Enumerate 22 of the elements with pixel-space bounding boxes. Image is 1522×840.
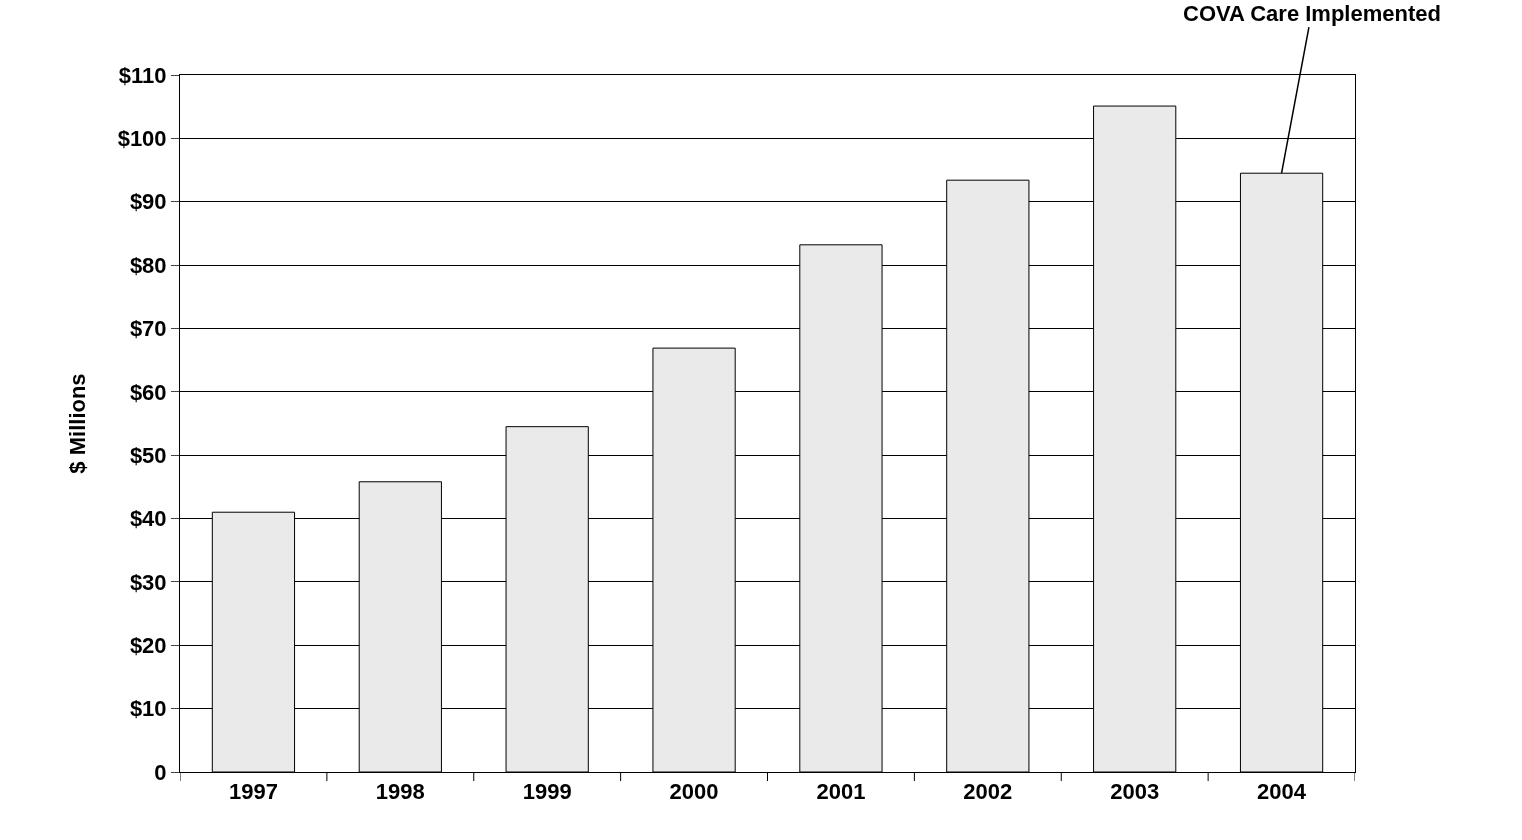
y-tick-label: $90 bbox=[129, 189, 167, 215]
x-tick-label: 2004 bbox=[1257, 779, 1307, 805]
x-tick-label: 2002 bbox=[963, 779, 1013, 805]
y-tick-label: $80 bbox=[129, 252, 167, 278]
y-tick-label: 0 bbox=[154, 759, 167, 785]
y-tick-label: $100 bbox=[117, 126, 167, 152]
x-tick-label: 2003 bbox=[1110, 779, 1160, 805]
y-tick-label: $50 bbox=[129, 442, 167, 468]
x-tick-label: 1997 bbox=[228, 779, 278, 805]
y-axis-title: $ Millions bbox=[65, 373, 91, 474]
x-tick-label: 1999 bbox=[522, 779, 572, 805]
x-tick-label: 1998 bbox=[375, 779, 425, 805]
y-tick-label: $10 bbox=[129, 696, 167, 722]
y-tick-label: $20 bbox=[129, 632, 167, 658]
y-tick-label: $40 bbox=[129, 506, 167, 532]
x-tick-label: 2000 bbox=[669, 779, 719, 805]
x-tick-label: 2001 bbox=[816, 779, 866, 805]
y-tick-label: $110 bbox=[118, 62, 167, 88]
y-tick-label: $30 bbox=[129, 569, 167, 595]
y-tick-label: $70 bbox=[129, 316, 167, 342]
annotation: COVA Care Implemented bbox=[1183, 1, 1441, 26]
y-tick-label: $60 bbox=[129, 379, 167, 405]
